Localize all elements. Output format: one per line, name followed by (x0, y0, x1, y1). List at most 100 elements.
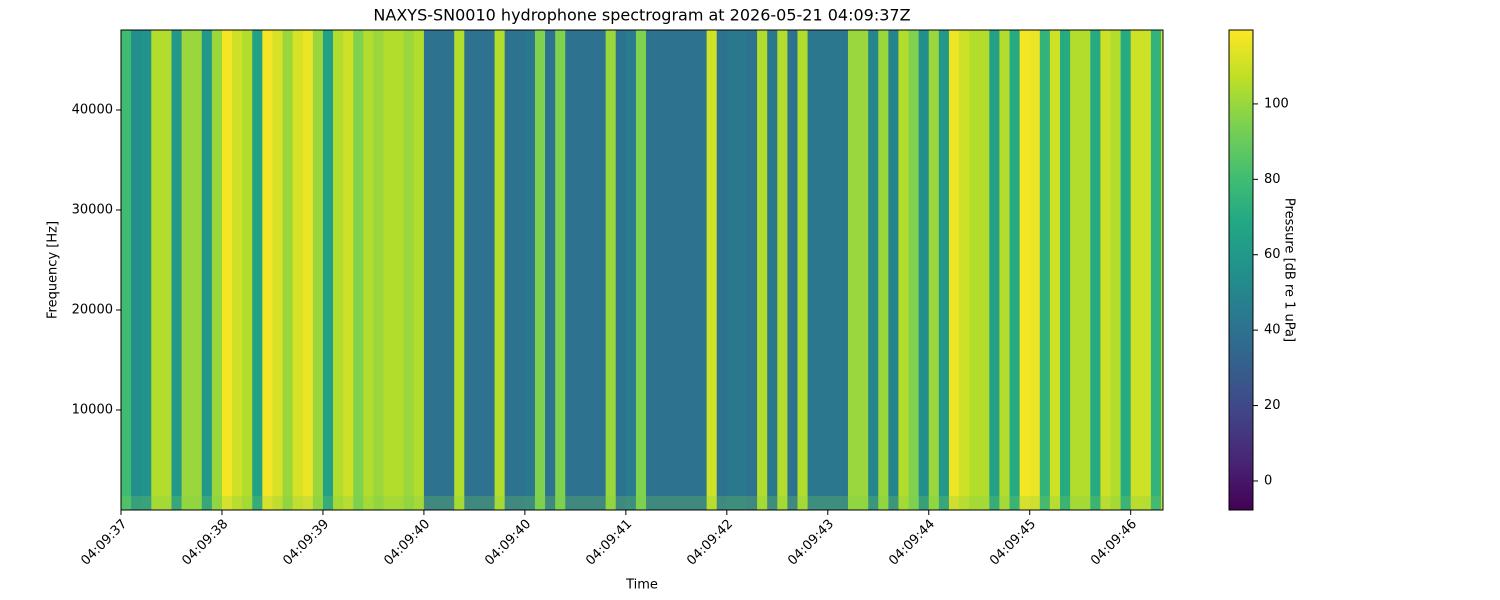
spectrogram-column (484, 30, 496, 510)
spectrogram-column (908, 30, 920, 510)
spectrogram-column (625, 30, 637, 510)
spectrogram-column (1150, 30, 1162, 510)
spectrogram-column (858, 30, 869, 510)
spectrogram-column (282, 30, 294, 510)
spectrogram-column (524, 30, 536, 510)
spectrogram-column (767, 30, 778, 510)
y-axis-label: Frequency [Hz] (46, 221, 61, 319)
x-tick-label: 04:09:46 (1088, 517, 1140, 569)
spectrogram-column (676, 30, 687, 510)
spectrogram-column (999, 30, 1011, 510)
spectrogram-column (353, 30, 364, 510)
spectrogram-column (605, 30, 617, 510)
spectrogram-column (322, 30, 334, 510)
spectrogram-column (736, 30, 748, 510)
spectrogram-column (1160, 30, 1163, 510)
spectrogram-column (565, 30, 576, 510)
spectrogram-column (686, 30, 698, 510)
spectrogram-column (1130, 30, 1142, 510)
spectrogram-column (151, 30, 162, 510)
spectrogram-column (363, 30, 374, 510)
spectrogram-column (272, 30, 284, 510)
x-tick-label: 04:09:42 (684, 517, 736, 569)
spectrogram-column (585, 30, 597, 510)
spectrogram-column (1140, 30, 1152, 510)
spectrogram-column (777, 30, 788, 510)
x-axis-label: Time (625, 578, 658, 593)
colorbar-label: Pressure [dB re 1 uPa] (1282, 198, 1297, 342)
y-tick-label: 20000 (72, 303, 113, 318)
low-frequency-band (121, 496, 1163, 510)
spectrogram-column (181, 30, 193, 510)
spectrogram-column (959, 30, 970, 510)
spectrogram-column (232, 30, 243, 510)
spectrogram-column (343, 30, 354, 510)
spectrogram-column (827, 30, 839, 510)
spectrogram-column (413, 30, 425, 510)
spectrogram-column (242, 30, 253, 510)
colorbar-tick-label: 40 (1264, 323, 1281, 338)
colorbar-tick-label: 80 (1264, 172, 1281, 187)
spectrogram-column (1070, 30, 1081, 510)
spectrogram-column (918, 30, 930, 510)
spectrogram-column (948, 30, 960, 510)
spectrogram-column (454, 30, 465, 510)
spectrogram-column (726, 30, 738, 510)
spectrogram-column (1029, 30, 1041, 510)
x-tick-label: 04:09:43 (785, 517, 837, 569)
colorbar-tick-label: 60 (1264, 247, 1281, 262)
spectrogram-column (221, 30, 233, 510)
spectrogram-column (131, 30, 142, 510)
spectrogram-column (464, 30, 475, 510)
spectrogram-column (312, 30, 324, 510)
spectrogram-column (514, 30, 526, 510)
spectrogram-column (797, 30, 809, 510)
spectrogram-column (1060, 30, 1071, 510)
spectrogram-column (262, 30, 273, 510)
spectrogram-column (1110, 30, 1122, 510)
spectrogram-column (706, 30, 718, 510)
spectrogram-column (302, 30, 314, 510)
spectrogram-column (292, 30, 304, 510)
spectrogram-column (747, 30, 758, 510)
spectrogram-column (141, 30, 152, 510)
colorbar-tick-label: 0 (1264, 473, 1272, 488)
spectrogram-column (696, 30, 708, 510)
colorbar-tick-label: 20 (1264, 398, 1281, 413)
y-tick-label: 30000 (72, 203, 113, 218)
spectrogram (121, 30, 1163, 510)
spectrogram-column (666, 30, 677, 510)
spectrogram-column (656, 30, 667, 510)
spectrogram-column (1080, 30, 1091, 510)
spectrogram-column (716, 30, 728, 510)
spectrogram-column (938, 30, 950, 510)
spectrogram-column (201, 30, 213, 510)
spectrogram-column (171, 30, 183, 510)
spectrogram-column (534, 30, 546, 510)
spectrogram-column (333, 30, 344, 510)
spectrogram-column (888, 30, 899, 510)
colorbar-tick-label: 100 (1264, 96, 1289, 111)
spectrogram-column (1019, 30, 1031, 510)
spectrogram-column (403, 30, 415, 510)
x-tick-label: 04:09:44 (886, 517, 938, 569)
x-tick-label: 04:09:38 (179, 517, 231, 569)
spectrogram-column (615, 30, 627, 510)
spectrogram-column (393, 30, 405, 510)
spectrogram-column (787, 30, 798, 510)
spectrogram-column (1120, 30, 1132, 510)
spectrogram-column (434, 30, 445, 510)
spectrogram-column (1009, 30, 1021, 510)
spectrogram-column (121, 30, 132, 510)
spectrogram-column (423, 30, 435, 510)
spectrogram-column (1049, 30, 1061, 510)
y-tick-label: 40000 (72, 103, 113, 118)
spectrogram-column (1039, 30, 1051, 510)
spectrogram-column (555, 30, 566, 510)
spectrogram-column (211, 30, 223, 510)
spectrogram-column (646, 30, 657, 510)
spectrogram-column (837, 30, 849, 510)
spectrogram-column (444, 30, 455, 510)
x-tick-label: 04:09:41 (583, 517, 635, 569)
spectrogram-column (898, 30, 910, 510)
